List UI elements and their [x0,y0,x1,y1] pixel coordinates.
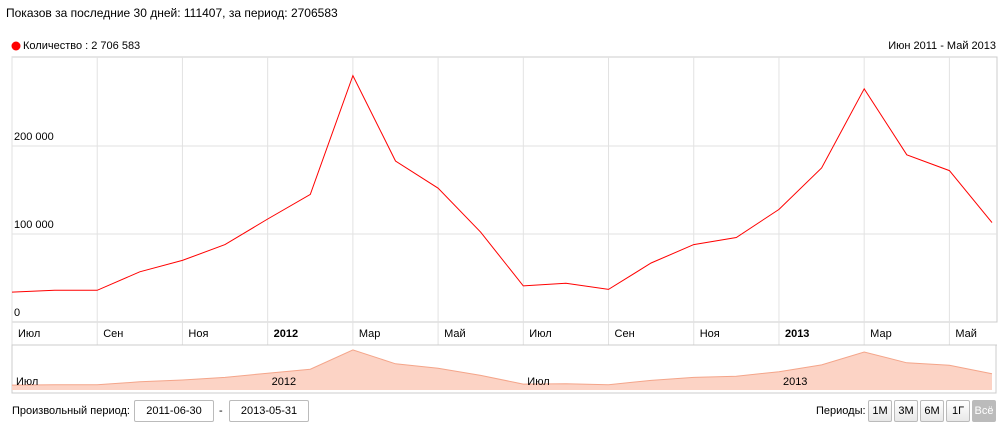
plot-frame [11,56,998,323]
legend-marker [11,41,21,51]
x-tick-label: Мар [359,328,381,340]
x-tick-label: Ноя [188,328,208,340]
y-tick-label: 200 000 [14,131,54,143]
navigator-frame [11,344,997,394]
legend-label: Количество : 2 706 583 [23,40,140,52]
navigator-label: Июл [527,376,549,388]
x-tick-label: Июл [529,328,551,340]
chart-subtitle: Июн 2011 - Май 2013 [888,40,996,52]
period-button[interactable]: 1Г [946,400,970,422]
x-tick-label: Ноя [700,328,720,340]
y-tick-label: 0 [14,307,20,319]
x-tick-label: Сен [103,328,123,340]
period-button[interactable]: 1М [868,400,892,422]
dash: - [219,405,223,417]
period-button[interactable]: 3М [894,400,918,422]
navigator-label: 2013 [783,376,807,388]
header: Показов за последние 30 дней: 111407, за… [6,6,338,20]
x-tick-label: Май [955,328,977,340]
chart: Июн 2011 - Май 2013 0 100 000 200 000 Июл Се… [11,40,998,394]
navigator-line [11,349,993,386]
periods-label: Периоды: [816,405,866,417]
x-tick-label: Июл [18,328,40,340]
x-tick-label: 2013 [785,328,809,340]
date-from[interactable]: 2011-06-30 [134,400,214,422]
period-button[interactable]: 6М [920,400,944,422]
date-to[interactable]: 2013-05-31 [229,400,309,422]
y-tick-label: 100 000 [14,219,54,231]
period-button[interactable]: Всё [972,400,996,422]
x-tick-label: 2012 [274,328,298,340]
custom-label: Произвольный период: [12,405,130,417]
x-tick-label: Май [444,328,466,340]
navigator-area [12,349,992,390]
navigator-label: Июл [16,376,38,388]
x-tick-label: Мар [870,328,892,340]
x-tick-label: Сен [615,328,635,340]
navigator-label: 2012 [272,376,296,388]
line [11,74,993,293]
